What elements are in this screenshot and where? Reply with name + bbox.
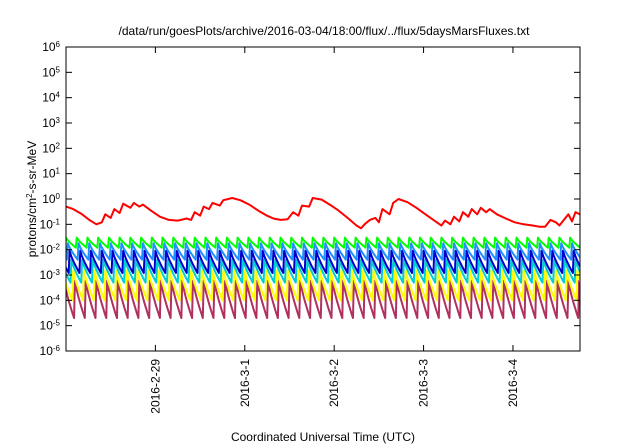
series-line-4 (66, 249, 580, 274)
series-line-3 (66, 242, 580, 261)
y-tick-label: 10-2 (40, 242, 61, 257)
y-tick-label: 105 (42, 65, 60, 80)
x-tick-label: 2016-3-4 (506, 359, 520, 407)
y-axis: 10-6 10-5 10-4 10-3 10-2 10-1 100 101 102 103 104 1… (40, 40, 580, 359)
y-tick-label: 103 (42, 116, 60, 131)
y-axis-label-sup: 2 (25, 193, 34, 198)
series-line-2 (66, 236, 580, 249)
y-tick-label: 100 (42, 192, 60, 207)
y-tick-label: 10-3 (40, 268, 61, 283)
y-tick-label: 106 (42, 40, 60, 55)
chart-title: /data/run/goesPlots/archive/2016-03-04/1… (119, 24, 531, 38)
x-tick-label: 2016-2-29 (148, 359, 162, 414)
y-tick-label: 10-6 (40, 344, 61, 359)
series-line-1 (66, 197, 580, 230)
y-tick-label: 101 (42, 166, 60, 181)
y-tick-label: 10-4 (40, 293, 61, 308)
y-tick-label: 10-1 (40, 217, 61, 232)
x-axis: 2016-2-29 2016-3-1 2016-3-2 2016-3-3 2016-3-… (148, 47, 520, 414)
x-tick-label: 2016-3-2 (327, 359, 341, 407)
x-tick-label: 2016-3-1 (238, 359, 252, 407)
x-tick-label: 2016-3-3 (417, 359, 431, 407)
y-tick-label: 102 (42, 141, 60, 156)
series-line-5 (66, 258, 580, 284)
x-axis-label: Coordinated Universal Time (UTC) (231, 430, 415, 444)
series-layer (66, 197, 580, 319)
y-axis-label-pre: protons/cm (25, 198, 39, 257)
y-axis-label-post: -s-sr-MeV (25, 141, 39, 194)
y-axis-label: protons/cm2-s-sr-MeV (25, 141, 40, 257)
series-line-6 (66, 269, 580, 302)
series-line-7 (66, 279, 580, 319)
y-tick-label: 104 (42, 90, 60, 105)
y-tick-label: 10-5 (40, 318, 61, 333)
